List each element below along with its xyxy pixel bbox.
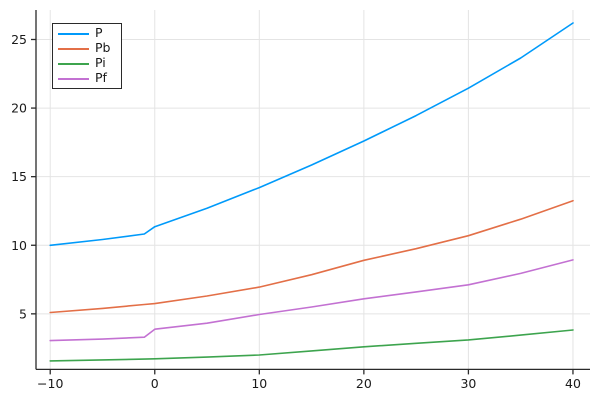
y-tick-label: 25 [11, 32, 27, 47]
data-series [49, 22, 574, 362]
legend-line-swatch-Pb [58, 47, 89, 50]
x-tick-label: −10 [37, 376, 63, 391]
legend-label-Pb: Pb [95, 40, 111, 56]
y-tick-label: 10 [11, 238, 27, 253]
y-tick-label: 5 [19, 306, 27, 321]
legend-item-P: P [58, 26, 121, 41]
series-line-P [49, 22, 574, 247]
y-tick-label: 20 [11, 101, 27, 116]
x-tick-label: 40 [565, 376, 581, 391]
legend-label-Pf: Pf [95, 70, 107, 86]
legend-line-swatch-Pf [58, 77, 89, 80]
y-tick-label: 15 [11, 169, 27, 184]
series-line-Pi [49, 329, 574, 362]
axes [31, 10, 590, 375]
series-line-Pf [49, 259, 574, 342]
tick-labels: −10 0 10 20 30 40 5 10 15 20 25 [11, 32, 581, 391]
x-tick-label: 0 [151, 376, 159, 391]
x-tick-label: 10 [251, 376, 267, 391]
gridlines [36, 10, 590, 370]
legend-label-Pi: Pi [95, 55, 106, 71]
legend-line-swatch-P [58, 32, 89, 35]
series-line-Pb [49, 199, 574, 314]
legend-line-swatch-Pi [58, 62, 89, 65]
x-tick-label: 30 [460, 376, 476, 391]
legend-item-Pb: Pb [58, 41, 121, 56]
legend-item-Pi: Pi [58, 56, 121, 71]
legend-item-Pf: Pf [58, 71, 121, 86]
x-tick-label: 20 [356, 376, 372, 391]
legend-label-P: P [95, 25, 103, 41]
legend: P Pb Pi Pf [52, 23, 122, 89]
